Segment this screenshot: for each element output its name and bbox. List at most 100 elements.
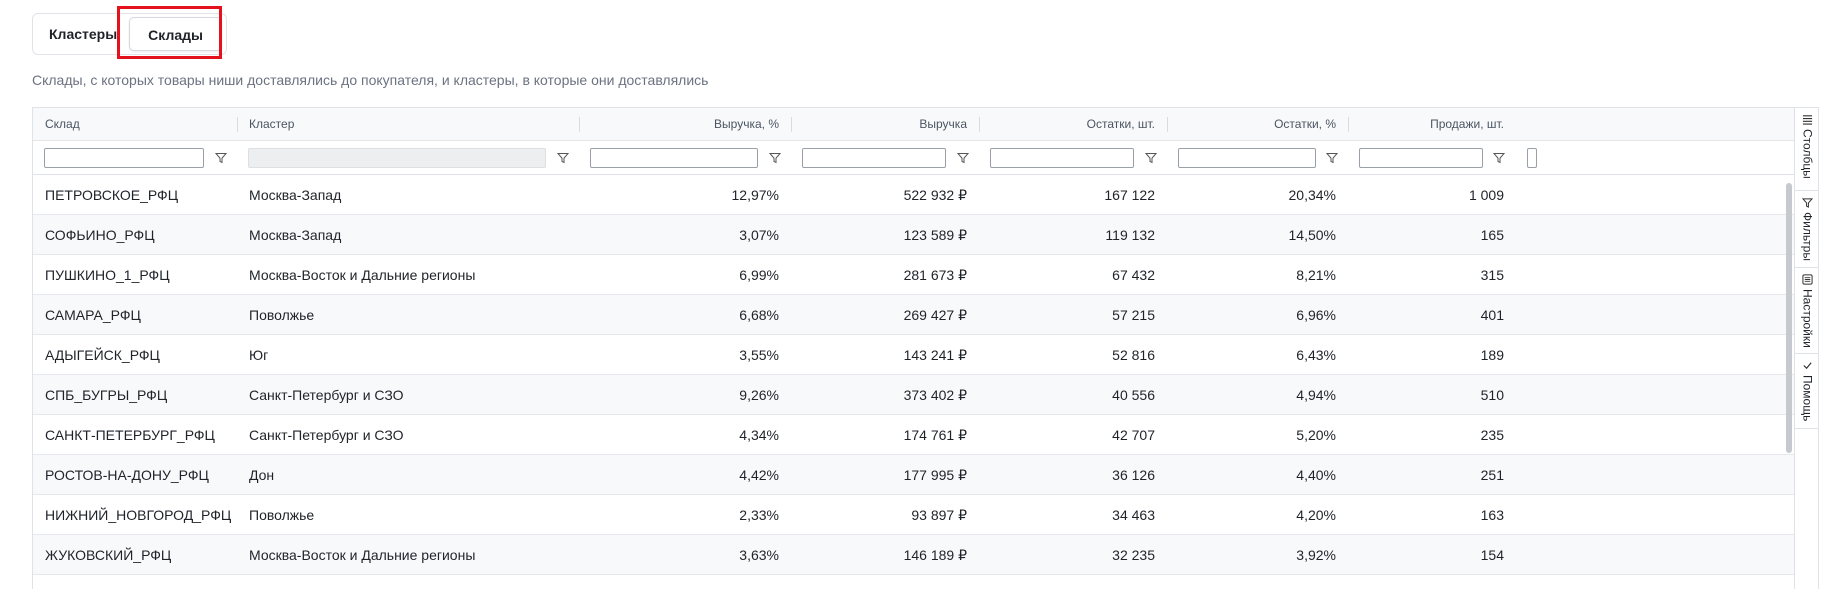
cell-ostatki_pct: 20,34%	[1288, 187, 1336, 203]
table-row[interactable]: НИЖНИЙ_НОВГОРОД_РФЦ Поволжье 2,33% 93 897 ₽…	[33, 495, 1794, 535]
cell-prodazhi: 1 009	[1468, 187, 1504, 203]
cell-prodazhi: 235	[1480, 427, 1504, 443]
cell-klaster: Юг	[249, 347, 269, 363]
tab-clusters[interactable]: Кластеры	[49, 26, 118, 42]
cell-ostatki: 34 463	[1112, 507, 1155, 523]
cell-ostatki: 32 235	[1112, 547, 1155, 563]
table-row[interactable]: ПЕТРОВСКОЕ_РФЦ Москва-Запад 12,97% 522 932 …	[33, 175, 1794, 215]
filter-funnel-icon[interactable]	[1325, 151, 1339, 164]
cell-klaster: Поволжье	[249, 307, 315, 323]
filter-funnel-icon[interactable]	[956, 151, 970, 164]
table-row[interactable]: ПУШКИНО_1_РФЦ Москва-Восток и Дальние рег…	[33, 255, 1794, 295]
cell-prodazhi: 154	[1480, 547, 1504, 563]
grid-side-panel: Столбцы Фильтры Настройки Помощь	[1794, 108, 1818, 589]
column-resize-handle[interactable]	[579, 117, 580, 132]
filter-input-overflow[interactable]	[1527, 148, 1537, 168]
side-button-label: Настройки	[1800, 289, 1815, 348]
cell-klaster: Москва-Восток и Дальние регионы	[249, 267, 476, 283]
cell-ostatki: 119 132	[1105, 227, 1155, 243]
side-button-label: Фильтры	[1800, 212, 1815, 261]
cell-prodazhi: 315	[1480, 267, 1504, 283]
column-resize-handle[interactable]	[1167, 117, 1168, 132]
vertical-scrollbar[interactable]	[1785, 175, 1794, 589]
cell-ostatki_pct: 4,40%	[1296, 467, 1336, 483]
cell-prodazhi: 401	[1480, 307, 1504, 323]
filter-input-vyruchka_pct[interactable]	[590, 148, 758, 168]
side-button-filters[interactable]: Фильтры	[1795, 191, 1818, 268]
table-row[interactable]: СОФЬИНО_РФЦ Москва-Запад 3,07% 123 589 ₽ 119…	[33, 215, 1794, 255]
column-header-prodazhi[interactable]: Продажи, шт.	[1430, 117, 1504, 131]
cell-ostatki: 52 816	[1112, 347, 1155, 363]
column-header-vyruchka_pct[interactable]: Выручка, %	[714, 117, 779, 131]
cell-vyruchka: 522 932 ₽	[903, 187, 967, 203]
column-header-ostatki[interactable]: Остатки, шт.	[1086, 117, 1155, 131]
column-header-klaster[interactable]: Кластер	[249, 117, 295, 131]
filter-funnel-icon[interactable]	[556, 151, 570, 164]
filter-input-ostatki[interactable]	[990, 148, 1134, 168]
cell-vyruchka_pct: 3,55%	[739, 347, 779, 363]
cell-sklad: ПУШКИНО_1_РФЦ	[45, 267, 170, 283]
filter-input-klaster	[248, 148, 546, 168]
table-row[interactable]: ЖУКОВСКИЙ_РФЦ Москва-Восток и Дальние рег…	[33, 535, 1794, 575]
filter-input-vyruchka[interactable]	[802, 148, 946, 168]
cell-vyruchka_pct: 6,99%	[739, 267, 779, 283]
filter-input-prodazhi[interactable]	[1359, 148, 1483, 168]
cell-klaster: Сибирь	[237, 575, 579, 589]
cell-ostatki_pct: 5,20%	[1296, 427, 1336, 443]
side-button-columns[interactable]: Столбцы	[1795, 108, 1818, 191]
cell-ostatki: 42 707	[1112, 427, 1155, 443]
filter-icon	[1802, 198, 1813, 208]
cell-prodazhi: 189	[1480, 347, 1504, 363]
column-header-ostatki_pct[interactable]: Остатки, %	[1274, 117, 1336, 131]
filter-input-sklad[interactable]	[44, 148, 204, 168]
table-row[interactable]: НОВОСИБИРСК_РФЦ_НОВЫЙСибирь6,34%255 574 …	[33, 575, 1794, 589]
side-button-help[interactable]: Помощь	[1795, 354, 1818, 429]
cell-sklad: РОСТОВ-НА-ДОНУ_РФЦ	[45, 467, 209, 483]
help-icon	[1803, 362, 1812, 370]
column-resize-handle[interactable]	[237, 117, 238, 132]
cell-sklad: ПЕТРОВСКОЕ_РФЦ	[45, 187, 179, 203]
cell-sklad: АДЫГЕЙСК_РФЦ	[45, 347, 160, 363]
cell-ostatki_pct: 14,50%	[1288, 227, 1336, 243]
cell-sklad: НИЖНИЙ_НОВГОРОД_РФЦ	[45, 507, 232, 523]
cell-vyruchka_pct: 3,07%	[739, 227, 779, 243]
cell-prodazhi: 163	[1480, 507, 1504, 523]
filter-input-ostatki_pct[interactable]	[1178, 148, 1316, 168]
cell-ostatki: 40 556	[1112, 387, 1155, 403]
column-header-vyruchka[interactable]: Выручка	[919, 117, 967, 131]
cell-vyruchka: 269 427 ₽	[903, 307, 967, 323]
cell-ostatki_pct: 3,35%	[1167, 575, 1348, 589]
table-row[interactable]: САМАРА_РФЦ Поволжье 6,68% 269 427 ₽ 57 215 6,…	[33, 295, 1794, 335]
cell-vyruchka: 281 673 ₽	[903, 267, 967, 283]
cell-vyruchka: 123 589 ₽	[903, 227, 967, 243]
column-resize-handle[interactable]	[979, 117, 980, 132]
cell-vyruchka_pct: 2,33%	[739, 507, 779, 523]
cell-sklad: СОФЬИНО_РФЦ	[45, 227, 155, 243]
tab-warehouses[interactable]: Склады	[129, 17, 222, 51]
cell-sklad: НОВОСИБИРСК_РФЦ_НОВЫЙ	[33, 575, 237, 589]
side-button-settings[interactable]: Настройки	[1795, 268, 1818, 354]
cell-ostatki: 36 126	[1112, 467, 1155, 483]
cell-ostatki_pct: 6,43%	[1296, 347, 1336, 363]
scrollbar-thumb[interactable]	[1786, 183, 1792, 453]
cell-vyruchka_pct: 9,26%	[739, 387, 779, 403]
table-row[interactable]: АДЫГЕЙСК_РФЦ Юг 3,55% 143 241 ₽ 52 816 6,43% 1…	[33, 335, 1794, 375]
filter-funnel-icon[interactable]	[214, 151, 228, 164]
filter-row	[33, 141, 1794, 175]
cell-sklad: ЖУКОВСКИЙ_РФЦ	[45, 547, 172, 563]
column-header-sklad[interactable]: Склад	[45, 117, 80, 131]
filter-funnel-icon[interactable]	[1144, 151, 1158, 164]
column-resize-handle[interactable]	[791, 117, 792, 132]
cell-klaster: Москва-Запад	[249, 187, 342, 203]
cell-sklad: САМАРА_РФЦ	[45, 307, 141, 323]
cell-vyruchka_pct: 12,97%	[731, 187, 779, 203]
cell-ostatki_pct: 6,96%	[1296, 307, 1336, 323]
grid-body: ПЕТРОВСКОЕ_РФЦ Москва-Запад 12,97% 522 932 …	[33, 175, 1794, 589]
filter-funnel-icon[interactable]	[1492, 151, 1506, 164]
table-row[interactable]: САНКТ-ПЕТЕРБУРГ_РФЦ Санкт-Петербург и СЗО…	[33, 415, 1794, 455]
cell-klaster: Санкт-Петербург и СЗО	[249, 427, 404, 443]
filter-funnel-icon[interactable]	[768, 151, 782, 164]
table-row[interactable]: СПБ_БУГРЫ_РФЦ Санкт-Петербург и СЗО 9,26% 3…	[33, 375, 1794, 415]
table-row[interactable]: РОСТОВ-НА-ДОНУ_РФЦ Дон 4,42% 177 995 ₽ 36 12…	[33, 455, 1794, 495]
column-resize-handle[interactable]	[1348, 117, 1349, 132]
